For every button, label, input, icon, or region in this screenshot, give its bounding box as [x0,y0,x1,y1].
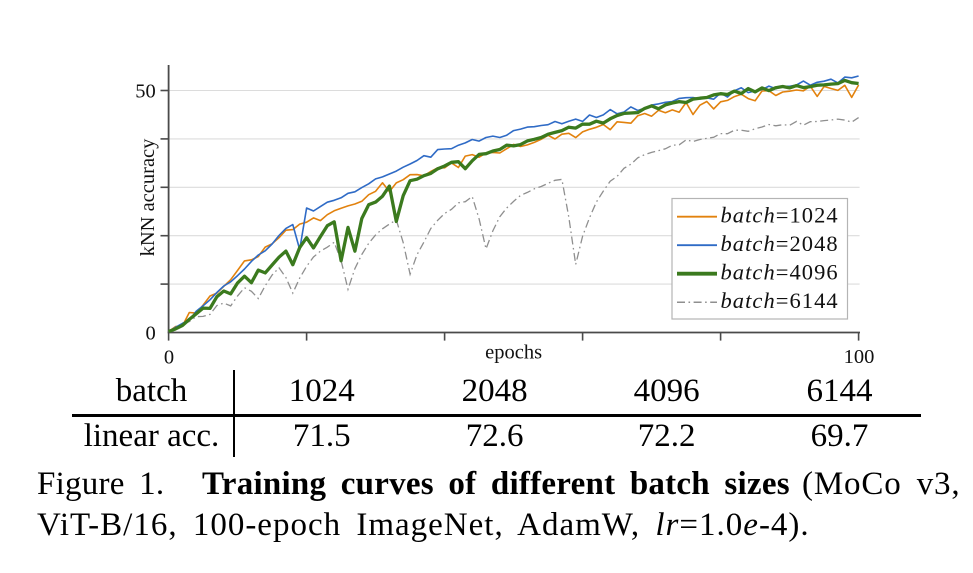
svg-text:100: 100 [844,346,875,368]
svg-text:batch=​2048: batch=​2048 [721,231,839,256]
svg-text:kNN accuracy: kNN accuracy [137,138,159,257]
svg-text:0: 0 [164,347,174,369]
svg-text:epochs: epochs [485,341,542,363]
svg-text:batch=​1024: batch=​1024 [721,203,839,228]
svg-text:0: 0 [145,322,155,344]
svg-text:batch=​4096: batch=​4096 [721,260,839,285]
svg-text:50: 50 [135,80,156,102]
svg-text:batch=​6144: batch=​6144 [721,288,839,313]
